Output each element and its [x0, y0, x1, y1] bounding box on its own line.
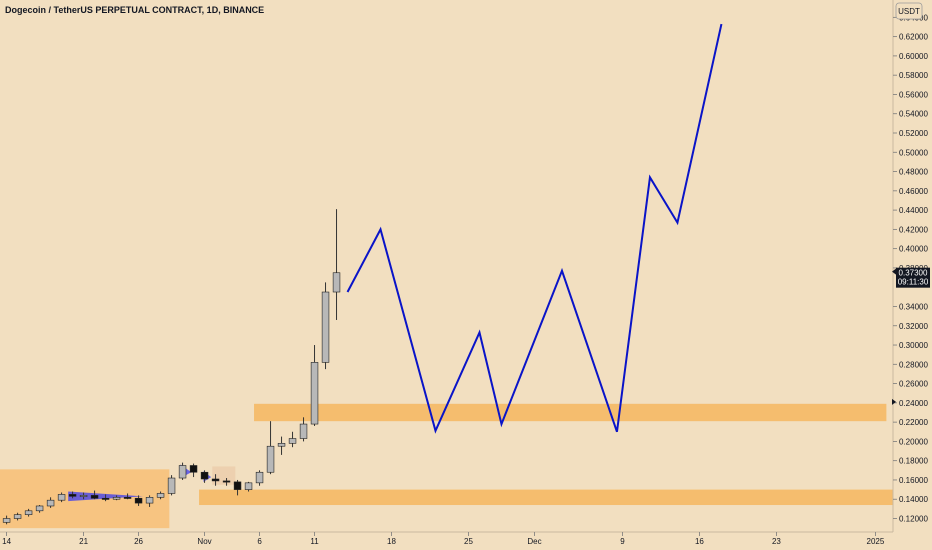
zone-1: [254, 403, 887, 422]
candle-body-2: [24, 510, 33, 515]
y-tick-label-12: 0.40000: [899, 245, 928, 254]
y-tick-label-3: 0.58000: [899, 71, 928, 80]
y-tick-label-24: 0.14000: [899, 495, 928, 504]
candle-body-20: [222, 480, 231, 483]
candle-body-15: [167, 477, 176, 494]
candle-body-27: [299, 423, 308, 439]
projection-line: [346, 23, 723, 434]
candle-body-4: [46, 499, 55, 507]
y-tick-label-9: 0.46000: [899, 187, 928, 196]
zone-2: [199, 489, 893, 506]
candle-body-14: [156, 493, 165, 498]
price-marker-icon: [892, 268, 896, 275]
y-tick-label-6: 0.52000: [899, 129, 928, 138]
candle-body-24: [266, 445, 275, 473]
candle-body-22: [244, 482, 253, 490]
x-tick-label-5: 11: [310, 537, 319, 546]
x-tick-label-2: 26: [134, 537, 143, 546]
y-tick-label-1: 0.62000: [899, 33, 928, 42]
x-tick-label-3: Nov: [197, 537, 211, 546]
candle-body-6: [68, 494, 77, 497]
x-tick-label-11: 23: [772, 537, 781, 546]
y-tick-label-17: 0.28000: [899, 360, 928, 369]
current-price-value: 0.37300: [899, 269, 928, 278]
candle-body-8: [90, 495, 99, 499]
y-tick-label-14: 0.34000: [899, 302, 928, 311]
price-axis[interactable]: 0.640000.620000.600000.580000.560000.540…: [893, 13, 928, 524]
scroll-arrow-icon[interactable]: [892, 398, 896, 405]
candle-body-16: [178, 465, 187, 479]
y-tick-label-15: 0.32000: [899, 322, 928, 331]
candle-body-23: [255, 471, 264, 484]
y-tick-label-19: 0.24000: [899, 399, 928, 408]
candle-body-19: [211, 478, 220, 482]
x-tick-label-0: 14: [2, 537, 11, 546]
candle-body-1: [13, 514, 22, 519]
time-axis[interactable]: 14 21 26 Nov 6 11 18 25 Dec 9 16 23 2025: [0, 531, 893, 546]
y-tick-label-5: 0.54000: [899, 110, 928, 119]
currency-button[interactable]: USDT: [895, 2, 923, 20]
candle-body-10: [112, 497, 121, 500]
candle-body-5: [57, 494, 66, 501]
candle-body-9: [101, 497, 110, 500]
candle-body-25: [277, 443, 286, 447]
y-tick-label-10: 0.44000: [899, 206, 928, 215]
x-tick-label-8: Dec: [527, 537, 541, 546]
y-tick-label-23: 0.16000: [899, 476, 928, 485]
y-tick-label-2: 0.60000: [899, 52, 928, 61]
candle-body-12: [134, 497, 143, 504]
y-tick-label-11: 0.42000: [899, 225, 928, 234]
current-price-label: 0.37300 09:11:30: [892, 267, 930, 288]
x-tick-label-6: 18: [387, 537, 396, 546]
candle-body-28: [310, 362, 319, 425]
candle-body-18: [200, 471, 209, 480]
y-tick-label-8: 0.48000: [899, 168, 928, 177]
candle-body-13: [145, 497, 154, 504]
y-tick-label-4: 0.56000: [899, 90, 928, 99]
projection-path: [346, 23, 723, 434]
y-tick-label-25: 0.12000: [899, 515, 928, 524]
candle-body-26: [288, 438, 297, 444]
y-tick-label-7: 0.50000: [899, 148, 928, 157]
y-tick-label-16: 0.30000: [899, 341, 928, 350]
y-tick-label-20: 0.22000: [899, 418, 928, 427]
candlestick-series: [2, 209, 341, 525]
chart-title: Dogecoin / TetherUS PERPETUAL CONTRACT, …: [5, 5, 264, 15]
x-tick-label-10: 16: [695, 537, 704, 546]
y-tick-label-21: 0.20000: [899, 437, 928, 446]
x-tick-label-4: 6: [257, 537, 262, 546]
bar-countdown: 09:11:30: [898, 278, 929, 287]
candle-body-17: [189, 465, 198, 473]
candle-body-11: [123, 497, 132, 499]
x-tick-label-1: 21: [79, 537, 88, 546]
x-tick-label-12: 2025: [867, 537, 885, 546]
x-tick-label-9: 9: [620, 537, 625, 546]
candle-body-21: [233, 481, 242, 490]
candle-body-7: [79, 495, 88, 497]
candle-body-30: [332, 272, 341, 293]
y-tick-label-18: 0.26000: [899, 380, 928, 389]
x-tick-label-7: 25: [464, 537, 473, 546]
y-tick-label-22: 0.18000: [899, 457, 928, 466]
candle-body-0: [2, 518, 11, 523]
currency-label: USDT: [898, 7, 920, 16]
support-resistance-zones: [0, 403, 893, 529]
candle-body-29: [321, 291, 330, 363]
candle-body-3: [35, 505, 44, 512]
